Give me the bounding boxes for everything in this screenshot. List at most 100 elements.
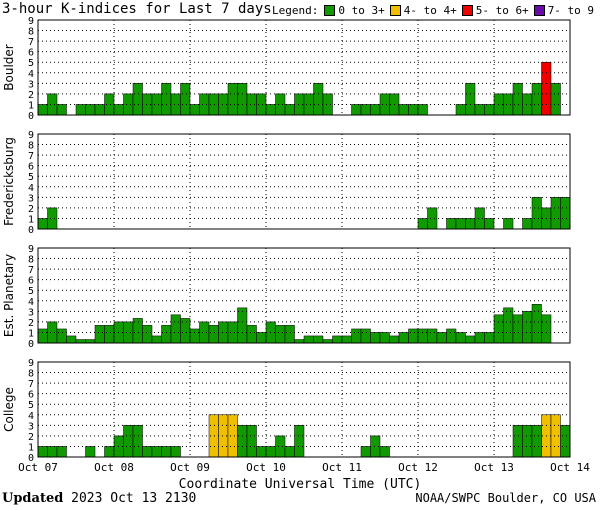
k-index-bar	[484, 332, 495, 344]
y-tick-label: 4	[28, 411, 34, 422]
y-tick-label: 9	[28, 16, 34, 27]
k-index-bar	[360, 104, 371, 116]
k-index-bar	[341, 335, 352, 344]
k-index-bar	[427, 207, 438, 230]
k-index-bar	[132, 425, 143, 458]
k-index-bar	[531, 304, 542, 344]
legend-label: Legend:	[272, 4, 319, 17]
k-index-bar	[237, 425, 248, 458]
k-index-bar	[379, 332, 390, 344]
k-index-bar	[113, 104, 124, 116]
panel-frame	[37, 247, 571, 344]
y-tick-label: 5	[28, 58, 34, 69]
legend-swatch-green	[324, 5, 336, 16]
y-tick-label: 0	[28, 225, 34, 236]
legend-text-yellow: 4- to 4+	[403, 4, 457, 17]
panel-title: Fredericksburg	[2, 137, 16, 226]
k-index-bar	[474, 104, 485, 116]
k-index-bar	[265, 446, 276, 458]
k-index-bar	[284, 104, 295, 116]
y-tick-label: 2	[28, 432, 34, 443]
y-tick-label: 1	[28, 100, 34, 111]
y-tick-label: 1	[28, 442, 34, 453]
y-tick-label: 2	[28, 204, 34, 215]
legend-text-purple: 7- to 9	[547, 4, 595, 17]
k-index-bar	[180, 83, 191, 116]
k-index-bar	[85, 339, 96, 344]
k-index-bar	[484, 218, 495, 230]
k-index-bar	[47, 207, 58, 230]
y-tick-label: 8	[28, 27, 34, 38]
panel-frame	[37, 361, 571, 458]
x-tick-label: Oct 07	[18, 461, 58, 474]
page-title: 3-hour K-indices for Last 7 days	[2, 1, 272, 17]
k-index-bar	[256, 446, 267, 458]
y-tick-label: 9	[28, 130, 34, 141]
source-credit: NOAA/SWPC Boulder, CO USA	[415, 491, 596, 505]
updated-label: Updated	[2, 491, 64, 506]
k-index-bar	[417, 218, 428, 230]
k-index-bar	[142, 325, 153, 344]
legend-item-red: 5- to 6+	[461, 4, 529, 17]
k-index-bar	[284, 325, 295, 344]
k-index-bar	[227, 414, 238, 458]
y-tick-label: 6	[28, 162, 34, 173]
y-tick-label: 8	[28, 369, 34, 380]
k-index-bar	[47, 93, 58, 116]
k-index-bar	[322, 93, 333, 116]
y-tick-label: 4	[28, 69, 34, 80]
y-tick-label: 7	[28, 265, 34, 276]
x-tick-label: Oct 13	[474, 461, 514, 474]
y-tick-label: 9	[28, 244, 34, 255]
panel-frame	[37, 19, 571, 116]
x-tick-label: Oct 11	[322, 461, 362, 474]
k-index-bar	[541, 314, 552, 344]
k-index-bar	[427, 328, 438, 344]
k-index-bar	[246, 93, 257, 116]
k-index-bar	[189, 328, 200, 344]
y-tick-label: 0	[28, 453, 34, 464]
k-index-bar	[389, 335, 400, 344]
x-tick-label: Oct 09	[170, 461, 210, 474]
panel-title: Est. Planetary	[2, 254, 16, 337]
legend: Legend: 0 to 3+ 4- to 4+ 5- to 6+ 7- to …	[272, 4, 599, 17]
k-index-bar	[332, 335, 343, 344]
k-index-bar	[379, 446, 390, 458]
k-index-bar	[199, 321, 210, 344]
k-index-bar	[37, 446, 48, 458]
y-tick-label: 7	[28, 151, 34, 162]
legend-item-purple: 7- to 9	[533, 4, 595, 17]
y-tick-label: 6	[28, 390, 34, 401]
y-tick-label: 3	[28, 79, 34, 90]
k-index-bar	[56, 446, 67, 458]
legend-item-green: 0 to 3+	[324, 4, 385, 17]
k-index-bar	[227, 321, 238, 344]
k-index-bar	[161, 325, 172, 344]
k-index-bar	[104, 93, 115, 116]
k-index-bar	[151, 93, 162, 116]
k-index-bar	[189, 104, 200, 116]
k-index-bar	[37, 104, 48, 116]
k-index-bar	[408, 328, 419, 344]
k-index-bar	[275, 93, 286, 116]
k-index-bar	[104, 446, 115, 458]
k-index-bar	[531, 197, 542, 230]
k-index-bar	[237, 307, 248, 344]
k-index-bar	[398, 332, 409, 344]
k-index-bar	[66, 335, 77, 344]
k-index-bar	[56, 328, 67, 344]
y-tick-label: 7	[28, 37, 34, 48]
k-index-bar	[351, 104, 362, 116]
k-index-bar	[161, 83, 172, 116]
k-index-bar	[408, 104, 419, 116]
y-tick-label: 9	[28, 358, 34, 369]
y-tick-label: 7	[28, 379, 34, 390]
k-index-bar	[465, 335, 476, 344]
k-index-bar	[161, 446, 172, 458]
y-tick-label: 0	[28, 339, 34, 350]
k-index-bar	[75, 104, 86, 116]
k-index-bar	[370, 332, 381, 344]
k-index-bar	[170, 446, 181, 458]
k-index-bar	[379, 93, 390, 116]
legend-text-red: 5- to 6+	[475, 4, 529, 17]
